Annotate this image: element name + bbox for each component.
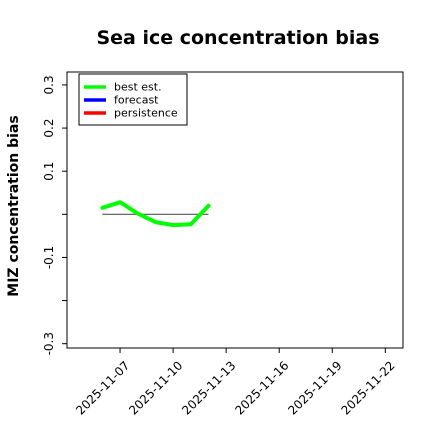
series-line-best-est-	[100, 200, 211, 228]
x-tick-label: 2025-11-22	[338, 358, 397, 417]
legend-label: best est.	[114, 81, 162, 94]
legend-label: persistence	[114, 107, 178, 120]
chart-title: Sea ice concentration bias	[96, 27, 379, 49]
y-tick-label: -0.3	[42, 332, 56, 355]
legend-label: forecast	[114, 94, 159, 107]
x-tick-label: 2025-11-16	[232, 358, 291, 417]
x-tick-label: 2025-11-10	[126, 358, 185, 417]
data-series	[100, 200, 211, 228]
y-tick-label: 0.1	[42, 162, 56, 181]
plot-area-frame	[66, 71, 404, 349]
x-tick-label: 2025-11-07	[73, 358, 132, 417]
y-tick-label: -0.1	[42, 246, 56, 269]
y-tick-label: 0.3	[42, 75, 56, 94]
x-tick-label: 2025-11-19	[285, 358, 344, 417]
x-tick-label: 2025-11-13	[179, 358, 238, 417]
y-axis-ticks: -0.3 -0.1 0.1 0.2 0.3	[42, 75, 67, 355]
x-axis-ticks: 2025-11-072025-11-102025-11-132025-11-16…	[73, 348, 398, 418]
y-tick-label: 0.2	[42, 119, 56, 138]
y-axis-label: MIZ concentration bias	[6, 115, 22, 296]
